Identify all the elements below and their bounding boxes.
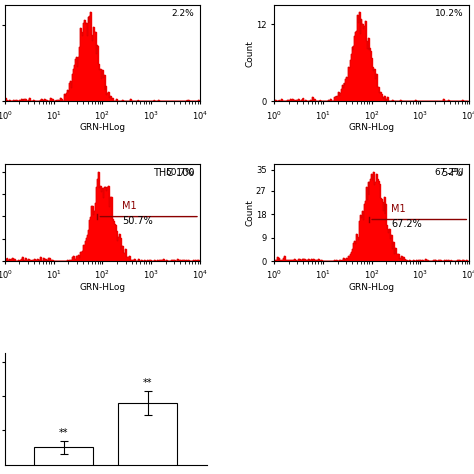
Text: M1: M1	[122, 201, 137, 211]
Text: 67.2%: 67.2%	[391, 219, 422, 229]
Y-axis label: Count: Count	[246, 40, 255, 66]
Text: 10.2%: 10.2%	[435, 9, 464, 18]
Text: 50.7%: 50.7%	[165, 168, 194, 177]
Text: 67.2%: 67.2%	[435, 168, 464, 177]
X-axis label: GRN-HLog: GRN-HLog	[79, 123, 126, 132]
Bar	[34, 447, 93, 474]
Y-axis label: Count: Count	[246, 199, 255, 226]
Text: 2.2%: 2.2%	[171, 9, 194, 18]
Text: THC 100: THC 100	[153, 168, 194, 178]
X-axis label: GRN-HLog: GRN-HLog	[348, 123, 395, 132]
Text: M1: M1	[391, 204, 406, 214]
Text: 50.7%: 50.7%	[122, 216, 153, 227]
X-axis label: GRN-HLog: GRN-HLog	[79, 283, 126, 292]
Bar	[118, 403, 177, 474]
Text: 5-FU: 5-FU	[441, 168, 464, 178]
X-axis label: GRN-HLog: GRN-HLog	[348, 283, 395, 292]
Text: **: **	[143, 378, 153, 388]
Text: **: **	[59, 428, 68, 438]
